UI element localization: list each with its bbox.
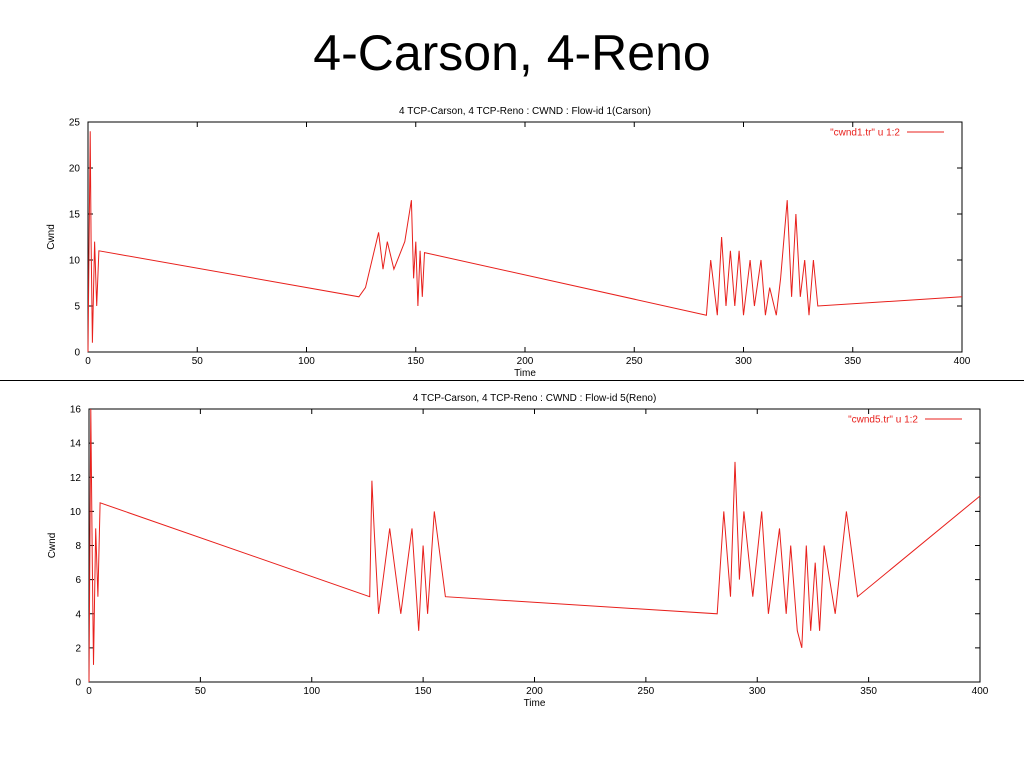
x-tick-label: 50 bbox=[195, 686, 207, 697]
legend-label: "cwnd5.tr" u 1:2 bbox=[848, 415, 918, 426]
chart-flow-5-reno: 4 TCP-Carson, 4 TCP-Reno : CWND : Flow-i… bbox=[47, 393, 989, 709]
y-tick-label: 8 bbox=[75, 541, 81, 552]
slide-title: 4-Carson, 4-Reno bbox=[313, 25, 711, 81]
y-tick-label: 25 bbox=[69, 118, 81, 129]
x-axis-label: Time bbox=[524, 698, 546, 709]
y-tick-label: 20 bbox=[69, 164, 81, 175]
y-tick-label: 14 bbox=[70, 439, 82, 450]
y-axis-label: Cwnd bbox=[47, 533, 58, 559]
y-tick-label: 6 bbox=[75, 575, 81, 586]
slide-divider bbox=[0, 380, 1024, 381]
chart-title: 4 TCP-Carson, 4 TCP-Reno : CWND : Flow-i… bbox=[413, 393, 657, 404]
x-tick-label: 200 bbox=[526, 686, 543, 697]
y-tick-label: 16 bbox=[70, 405, 82, 416]
x-tick-label: 50 bbox=[192, 356, 204, 367]
y-tick-label: 10 bbox=[70, 507, 82, 518]
y-tick-label: 10 bbox=[69, 256, 81, 267]
y-axis-label: Cwnd bbox=[46, 224, 57, 250]
plot-frame bbox=[87, 121, 963, 353]
chart-flow-1-carson: 4 TCP-Carson, 4 TCP-Reno : CWND : Flow-i… bbox=[46, 106, 971, 379]
y-tick-label: 15 bbox=[69, 210, 81, 221]
legend-label: "cwnd1.tr" u 1:2 bbox=[830, 128, 900, 139]
chart-title: 4 TCP-Carson, 4 TCP-Reno : CWND : Flow-i… bbox=[399, 106, 651, 117]
y-tick-label: 4 bbox=[75, 609, 81, 620]
x-tick-label: 250 bbox=[638, 686, 655, 697]
x-tick-label: 350 bbox=[860, 686, 877, 697]
y-tick-label: 12 bbox=[70, 473, 82, 484]
x-tick-label: 400 bbox=[954, 356, 971, 367]
x-tick-label: 400 bbox=[972, 686, 989, 697]
x-tick-label: 150 bbox=[415, 686, 432, 697]
x-tick-label: 300 bbox=[749, 686, 766, 697]
y-tick-label: 0 bbox=[74, 348, 80, 359]
x-tick-label: 100 bbox=[303, 686, 320, 697]
x-tick-label: 150 bbox=[407, 356, 424, 367]
x-tick-label: 0 bbox=[86, 686, 92, 697]
x-tick-label: 0 bbox=[85, 356, 91, 367]
x-tick-label: 300 bbox=[735, 356, 752, 367]
x-tick-label: 100 bbox=[298, 356, 315, 367]
x-tick-label: 250 bbox=[626, 356, 643, 367]
series-line bbox=[87, 131, 963, 353]
y-tick-label: 2 bbox=[75, 643, 81, 654]
y-tick-label: 0 bbox=[75, 678, 81, 689]
series-line bbox=[88, 408, 981, 683]
x-tick-label: 200 bbox=[517, 356, 534, 367]
x-tick-label: 350 bbox=[844, 356, 861, 367]
x-axis-label: Time bbox=[514, 368, 536, 379]
y-tick-label: 5 bbox=[74, 302, 80, 313]
